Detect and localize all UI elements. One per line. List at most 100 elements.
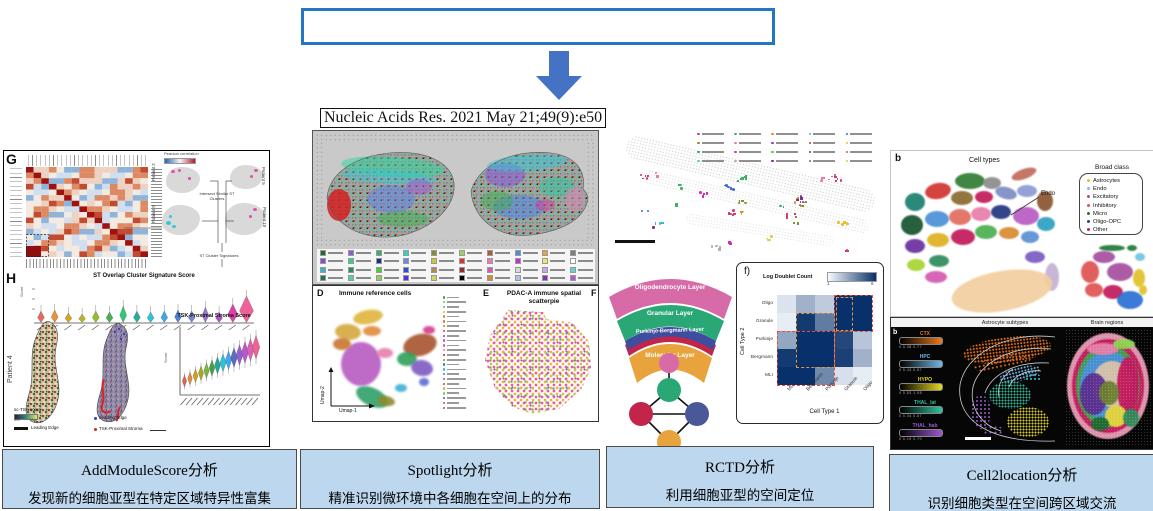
- astro-subtypes-title: Astrocyte subtypes: [981, 320, 1029, 326]
- intensity-scale: HYPO 0 0.53 1.05: [899, 377, 951, 400]
- panel-f2-label: f): [744, 266, 751, 277]
- colorbar-min: 1: [827, 281, 830, 286]
- umap-cluster: [955, 173, 985, 189]
- legend-row: [443, 300, 481, 305]
- down-arrow-icon: [536, 51, 582, 100]
- violin-plot-tsk: [179, 327, 260, 406]
- legend-row: [443, 391, 481, 396]
- leading-edge-label: Leading Edge: [31, 425, 59, 430]
- broad-class-row: Endo: [1087, 185, 1142, 193]
- legend-chip: [512, 250, 540, 257]
- brain-region-fill: [971, 395, 991, 429]
- method-title: Cell2location分析: [966, 468, 1078, 484]
- umap-cluster: [409, 358, 435, 378]
- legend-item: [845, 148, 883, 156]
- panel-cell2location-umap: b Cell types Endo Broad class Astrocytes…: [890, 150, 1153, 320]
- legend-row: [443, 362, 481, 367]
- broad-class-legend-box: Astrocytes Endo Excitatory Inhibitory Mi…: [1079, 173, 1143, 235]
- umap-cluster: [951, 191, 973, 205]
- legend-row: [443, 401, 481, 406]
- layer-label-granular: Granular Layer: [646, 310, 694, 317]
- method-desc: 精准识别微环境中各细胞在空间上的分布: [328, 491, 572, 506]
- panel-addmodulescore: G Pearson correlation Patient 2 Patient …: [3, 150, 270, 447]
- umap-cluster: [1127, 245, 1137, 251]
- heatmap-cell: [777, 295, 796, 313]
- legend-item: [697, 157, 734, 165]
- heatmap-cell: [834, 331, 853, 349]
- umap-cluster: [1107, 263, 1133, 281]
- legend-blue-label: Leading Edge: [99, 415, 127, 420]
- heatmap-cell: [815, 295, 834, 313]
- legend-chip: [456, 258, 484, 265]
- legend-item: [734, 157, 771, 165]
- legend-item: [734, 139, 771, 147]
- panel-h-label: H: [6, 270, 17, 286]
- legend-row: [443, 353, 481, 358]
- panel-g-label: G: [6, 151, 17, 167]
- legend-item: [771, 130, 808, 138]
- violin-ylabel: Score: [19, 286, 24, 297]
- tissue-section-hne: [25, 321, 60, 424]
- legend-chip: [428, 258, 456, 265]
- legend-chip: [317, 250, 345, 257]
- citation: Nucleic Acids Res. 2021 May 21;49(9):e50: [320, 108, 607, 128]
- legend-chip: [400, 250, 428, 257]
- umap-cluster: [395, 384, 407, 392]
- umap-cluster: [929, 255, 949, 267]
- legend-row: [443, 377, 481, 382]
- umap-cluster: [1037, 191, 1053, 211]
- brain-section-anterior: [326, 152, 455, 238]
- panel-e-label: E: [483, 288, 490, 298]
- signatures-text: ST Cluster Signatures: [199, 253, 239, 258]
- legend-row: [443, 396, 481, 401]
- legend-chip: [484, 274, 512, 281]
- method-title: RCTD分析: [704, 460, 775, 476]
- flow-top-box: [301, 8, 775, 45]
- sctsk-max: Max: [30, 418, 37, 422]
- intersect-text: Intersect Similar ST Clusters: [199, 191, 235, 201]
- legend-chip: [428, 250, 456, 257]
- umap-cluster: [975, 191, 993, 203]
- legend-chip: [567, 266, 595, 273]
- method-desc: 发现新的细胞亚型在特定区域特异性富集: [28, 491, 271, 506]
- umap-cluster: [1013, 207, 1039, 225]
- umap-cluster: [951, 229, 975, 245]
- heatmap-cell: [796, 349, 815, 367]
- doublet-points: [605, 128, 885, 263]
- brain-region-fill: [1091, 417, 1109, 431]
- legend-item: [845, 157, 883, 165]
- colorbar-max: 6: [871, 281, 874, 286]
- method-card-cell2location: Cell2location分析 识别细胞类型在空间跨区域交流: [889, 454, 1153, 511]
- heatmap-cell: [834, 313, 853, 331]
- sctsk-label: sc-TSK score: [14, 407, 42, 412]
- doublet-heatmap-card: f) Log Doublet Count 1 6 Oligo Granule Pur…: [736, 262, 884, 424]
- umap-cluster: [925, 211, 949, 227]
- legend-item: [697, 148, 734, 156]
- legend-row: [443, 381, 481, 386]
- violin2-ylabel: Score: [163, 352, 168, 363]
- violin-plot-overlap: [32, 288, 254, 331]
- heatmap-cell: [796, 295, 815, 313]
- legend-chip: [317, 266, 345, 273]
- brain-region-fill: [1117, 357, 1139, 415]
- broad-class-row: Astrocytes: [1087, 177, 1142, 185]
- umap-cluster: [419, 378, 429, 386]
- rctd-spatial-scatter: [605, 128, 885, 263]
- legend-chip: [456, 250, 484, 257]
- umap-cluster: [1037, 217, 1055, 231]
- celltypes-title: Cell types: [969, 157, 1000, 164]
- heatmap-cell: [777, 349, 796, 367]
- legend-item: [734, 148, 771, 156]
- patient5-tissue: [230, 165, 263, 189]
- legend-connector: [150, 430, 166, 431]
- legend-item: [808, 139, 846, 147]
- umap-cluster: [907, 259, 925, 271]
- intensity-scale: CTX 0 0.38 0.77: [899, 331, 951, 354]
- legend-row: [443, 329, 481, 334]
- umap-cluster: [901, 215, 923, 235]
- method-card-addmodulescore: AddModuleScore分析 发现新的细胞亚型在特定区域特异性富集: [2, 449, 297, 509]
- rctd-scatter-legend: [697, 130, 883, 166]
- umap-cluster: [1021, 231, 1039, 243]
- umap-cluster: [1085, 283, 1103, 297]
